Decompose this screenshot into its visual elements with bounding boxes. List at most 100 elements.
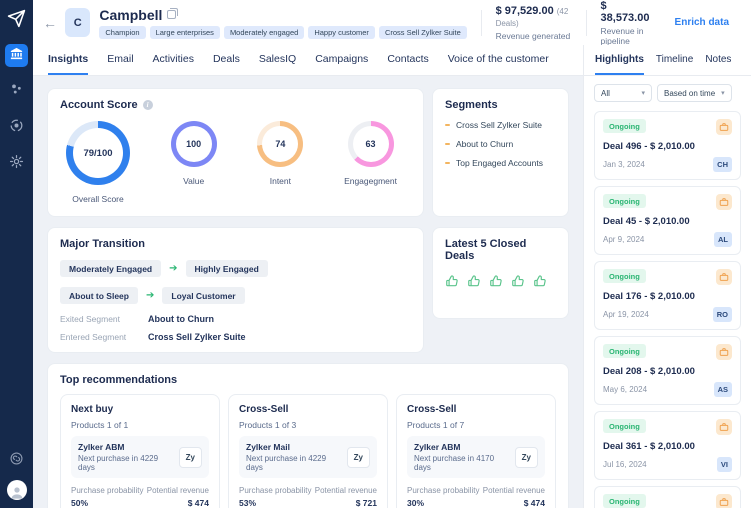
closed-deals-thumbs (445, 274, 556, 293)
briefcase-icon (716, 344, 732, 360)
revenue-pipeline-label: Revenue in pipeline (600, 25, 644, 46)
recommendation-type: Next buy (71, 404, 114, 415)
account-avatar: C (65, 8, 91, 37)
bank-icon (9, 46, 24, 66)
sidebar-item-settings[interactable] (5, 152, 28, 175)
briefcase-icon (716, 419, 732, 435)
segments-title: Segments (445, 99, 498, 111)
tab-insights[interactable]: Insights (48, 45, 89, 75)
segment-item: Top Engaged Accounts (445, 158, 556, 168)
transition-rows: Moderately Engaged ➔ Highly Engaged Abou… (60, 260, 411, 304)
gear-icon (9, 154, 24, 174)
deal-title: Deal 208 - $ 2,010.00 (603, 366, 695, 377)
revenue-pipeline-amount: $ 38,573.00 (600, 0, 650, 24)
sidebar-item-accounts[interactable] (5, 44, 28, 67)
product-initials-chip[interactable]: Zy (178, 446, 202, 468)
enrich-data-link[interactable]: Enrich data (674, 17, 730, 28)
deal-card[interactable]: Ongoing Deal 45 - $ 2,010.00 Apr 9, 2024… (594, 186, 741, 255)
product-initials-chip[interactable]: Zy (346, 446, 370, 468)
segment-name: About to Churn (456, 139, 514, 149)
metric-value: 74 (262, 126, 299, 162)
send-logo-icon (7, 9, 26, 28)
filter-sort-dropdown[interactable]: Based on time ▾ (657, 84, 732, 102)
major-transition-title: Major Transition (60, 238, 145, 250)
status-badge: Ongoing (603, 344, 646, 358)
exited-segment-label: Exited Segment (60, 314, 121, 324)
info-icon[interactable]: i (142, 100, 153, 110)
tab-voice-of-the-customer[interactable]: Voice of the customer (447, 53, 549, 65)
tab-contacts[interactable]: Contacts (387, 53, 429, 65)
status-badge: Ongoing (603, 419, 646, 433)
account-score-title: Account Score (60, 99, 138, 111)
products-count: Products 1 of 7 (407, 420, 465, 430)
tab-campaigns[interactable]: Campaigns (315, 53, 369, 65)
thumbs-up-icon[interactable] (445, 274, 459, 293)
tab-email[interactable]: Email (107, 53, 134, 65)
potential-revenue: Potential revenue $ 721 (314, 486, 377, 508)
arrow-right-icon: ➔ (145, 290, 155, 301)
highlights-panel: Highlights Timeline Notes All ▾ Based on t… (584, 45, 751, 508)
copy-icon[interactable] (167, 8, 179, 19)
right-tab-timeline[interactable]: Timeline (655, 53, 694, 65)
transition-row: About to Sleep ➔ Loyal Customer (60, 287, 411, 304)
filter-type-dropdown[interactable]: All ▾ (594, 84, 652, 102)
briefcase-icon (716, 269, 732, 285)
deal-card[interactable]: Ongoing Deal 208 - $ 2,010.00 May 6, 202… (594, 336, 741, 405)
target-disc-icon (9, 118, 24, 138)
major-transition-card: Major Transition Moderately Engaged ➔ Hi… (47, 227, 424, 353)
account-tag-badge: Large enterprises (149, 25, 220, 39)
recommendations-title: Top recommendations (60, 374, 178, 386)
product-initials-chip[interactable]: Zy (514, 446, 538, 468)
sidebar-item-segments[interactable] (5, 80, 28, 103)
overall-score-label: Overall Score (72, 194, 124, 204)
exited-segment-value: About to Churn (148, 314, 214, 324)
metric-label: Engagegment (344, 176, 397, 186)
thumbs-up-icon[interactable] (467, 274, 481, 293)
sidebar (0, 0, 33, 508)
deal-card[interactable]: Ongoing Deal 496 - $ 2,010.00 Jan 3, 202… (594, 111, 741, 180)
main-area: ← C Campbell Champion Large enterprises Mo… (33, 0, 751, 508)
deal-card[interactable]: Ongoing Deal 350 - $ 2,010.00 Sep 8, 202… (594, 486, 741, 508)
overall-score-donut: 79/100 Overall Score (66, 121, 130, 204)
recommendation-type: Cross-Sell (407, 404, 457, 415)
transition-from-chip: About to Sleep (60, 287, 138, 304)
tab-activities[interactable]: Activities (152, 53, 194, 65)
thumbs-up-icon[interactable] (489, 274, 503, 293)
recommendations-card: Top recommendations Next buy Products 1 … (47, 363, 569, 508)
segment-name: Cross Sell Zylker Suite (456, 120, 542, 130)
sidebar-item-integrations[interactable] (5, 449, 28, 472)
status-badge: Ongoing (603, 269, 646, 283)
account-score-card: Account Score i 79/100 Overall Score (47, 88, 424, 217)
account-tag-badge: Champion (99, 25, 146, 39)
score-metric-donut: 100 Value (170, 121, 217, 186)
tab-salesiq[interactable]: SalesIQ (258, 53, 297, 65)
revenue-generated-amount: $ 97,529.00 (495, 4, 554, 17)
tab-deals[interactable]: Deals (212, 53, 240, 65)
recommendation-card: Cross-Sell Products 1 of 7 Zylker ABM Ne… (396, 394, 556, 508)
thumbs-up-icon[interactable] (533, 274, 547, 293)
owner-badge: CH (713, 157, 732, 172)
deal-date: May 6, 2024 (603, 385, 648, 394)
right-tab-notes[interactable]: Notes (705, 53, 732, 65)
sidebar-item-targets[interactable] (5, 116, 28, 139)
potential-revenue: Potential revenue $ 474 (146, 486, 209, 508)
deal-card[interactable]: Ongoing Deal 176 - $ 2,010.00 Apr 19, 20… (594, 261, 741, 330)
main-tabs: Insights Email Activities Deals SalesIQ Campa… (33, 45, 583, 76)
owner-badge: AL (714, 232, 732, 247)
header-metrics: $ 97,529.00 (42 Deals) Revenue generated … (467, 0, 739, 46)
products-count: Products 1 of 3 (239, 420, 297, 430)
segment-item: About to Churn (445, 139, 556, 149)
purchase-probability: Purchase probability 53% (239, 486, 312, 508)
recommendation-card: Next buy Products 1 of 1 Zylker ABM Next… (60, 394, 220, 508)
entered-segment-value: Cross Sell Zylker Suite (148, 332, 246, 342)
product-name: Zylker ABM (414, 442, 461, 452)
products-count: Products 1 of 1 (71, 420, 129, 430)
user-avatar[interactable] (6, 480, 27, 500)
deal-card[interactable]: Ongoing Deal 361 - $ 2,010.00 Jul 16, 20… (594, 411, 741, 480)
thumbs-up-icon[interactable] (511, 274, 525, 293)
product-name: Zylker Mail (246, 442, 290, 452)
account-tag-badge: Cross Sell Zylker Suite (378, 25, 467, 39)
header-badges: Champion Large enterprises Moderately enga… (99, 25, 467, 39)
back-arrow-icon[interactable]: ← (43, 14, 57, 31)
right-tab-highlights[interactable]: Highlights (595, 45, 644, 75)
